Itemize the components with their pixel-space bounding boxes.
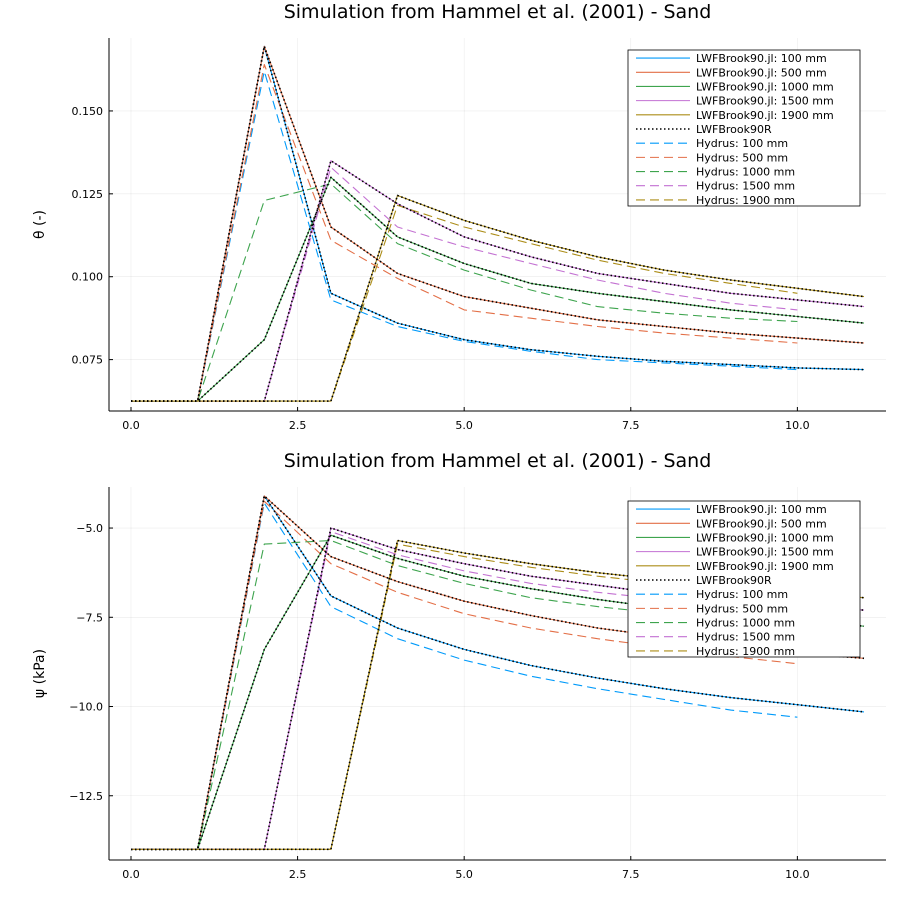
legend-label: LWFBrook90.jl: 1500 mm xyxy=(696,95,834,108)
x-tick-label: 2.5 xyxy=(289,868,307,881)
y-tick-label: 0.100 xyxy=(72,271,104,284)
legend-label: Hydrus: 1900 mm xyxy=(696,194,795,207)
x-tick-label: 10.0 xyxy=(785,419,810,432)
y-axis-label: ψ (kPa) xyxy=(32,649,48,698)
y-tick-label: −10.0 xyxy=(69,701,103,714)
x-tick-label: 7.5 xyxy=(622,868,640,881)
series-line-14 xyxy=(131,166,798,402)
series-line-13 xyxy=(131,183,798,402)
legend-label: Hydrus: 500 mm xyxy=(696,151,788,164)
y-tick-label: −12.5 xyxy=(69,790,103,803)
series-line-6 xyxy=(131,495,865,851)
y-tick-label: 0.150 xyxy=(72,105,104,118)
x-tick-label: 5.0 xyxy=(455,868,473,881)
series-line-9 xyxy=(131,527,865,851)
legend-label: LWFBrook90.jl: 100 mm xyxy=(696,52,827,65)
series-line-12 xyxy=(131,63,798,402)
legend-label: LWFBrook90.jl: 1500 mm xyxy=(696,546,834,559)
legend-label: Hydrus: 1900 mm xyxy=(696,645,795,658)
chart-title: Simulation from Hammel et al. (2001) - S… xyxy=(284,450,712,472)
series-line-10 xyxy=(131,539,865,851)
y-tick-label: 0.125 xyxy=(72,188,104,201)
series-line-5 xyxy=(131,194,865,402)
x-tick-label: 7.5 xyxy=(622,419,640,432)
series-line-15 xyxy=(131,204,798,402)
legend-label: Hydrus: 500 mm xyxy=(696,602,788,615)
series-line-10 xyxy=(131,194,865,402)
y-tick-label: −7.5 xyxy=(76,611,103,624)
legend-label: LWFBrook90.jl: 500 mm xyxy=(696,517,827,530)
x-tick-label: 2.5 xyxy=(289,419,307,432)
legend-label: Hydrus: 1500 mm xyxy=(696,631,795,644)
legend-label: LWFBrook90.jl: 1000 mm xyxy=(696,80,834,93)
y-tick-label: −5.0 xyxy=(76,522,103,535)
x-tick-label: 10.0 xyxy=(785,868,810,881)
x-tick-label: 0.0 xyxy=(122,868,140,881)
chart-title: Simulation from Hammel et al. (2001) - S… xyxy=(284,1,712,23)
legend-label: Hydrus: 1000 mm xyxy=(696,166,795,179)
legend-label: LWFBrook90R xyxy=(696,574,772,587)
series-line-9 xyxy=(131,159,865,402)
series-line-8 xyxy=(131,176,865,402)
y-axis-label: θ (-) xyxy=(32,210,48,239)
series-line-6 xyxy=(131,45,865,402)
legend-label: LWFBrook90.jl: 500 mm xyxy=(696,66,827,79)
legend-box xyxy=(627,49,861,207)
legend-label: Hydrus: 100 mm xyxy=(696,137,788,150)
legend-label: Hydrus: 1000 mm xyxy=(696,617,795,630)
legend-label: Hydrus: 100 mm xyxy=(696,588,788,601)
x-tick-label: 0.0 xyxy=(122,419,140,432)
legend-label: Hydrus: 1500 mm xyxy=(696,180,795,193)
legend-label: LWFBrook90R xyxy=(696,123,772,136)
series-line-12 xyxy=(131,500,798,850)
y-tick-label: 0.075 xyxy=(72,354,104,367)
chart-panel-2: 0.0 2.5 5.0 7.5 10.0 −12.5 −10.0 −7.5 −5.0 Simula… xyxy=(32,450,886,881)
chart-panel-1: 0.0 2.5 5.0 7.5 10.0 0.075 0.100 0.125 0.150 Simu… xyxy=(32,1,886,432)
legend-label: LWFBrook90.jl: 1900 mm xyxy=(696,109,834,122)
legend-box xyxy=(627,500,861,658)
series-line-13 xyxy=(131,539,798,850)
legend-label: LWFBrook90.jl: 1900 mm xyxy=(696,560,834,573)
legend-label: LWFBrook90.jl: 100 mm xyxy=(696,503,827,516)
legend-label: LWFBrook90.jl: 1000 mm xyxy=(696,531,834,544)
series-line-7 xyxy=(131,45,865,402)
x-tick-label: 5.0 xyxy=(455,419,473,432)
